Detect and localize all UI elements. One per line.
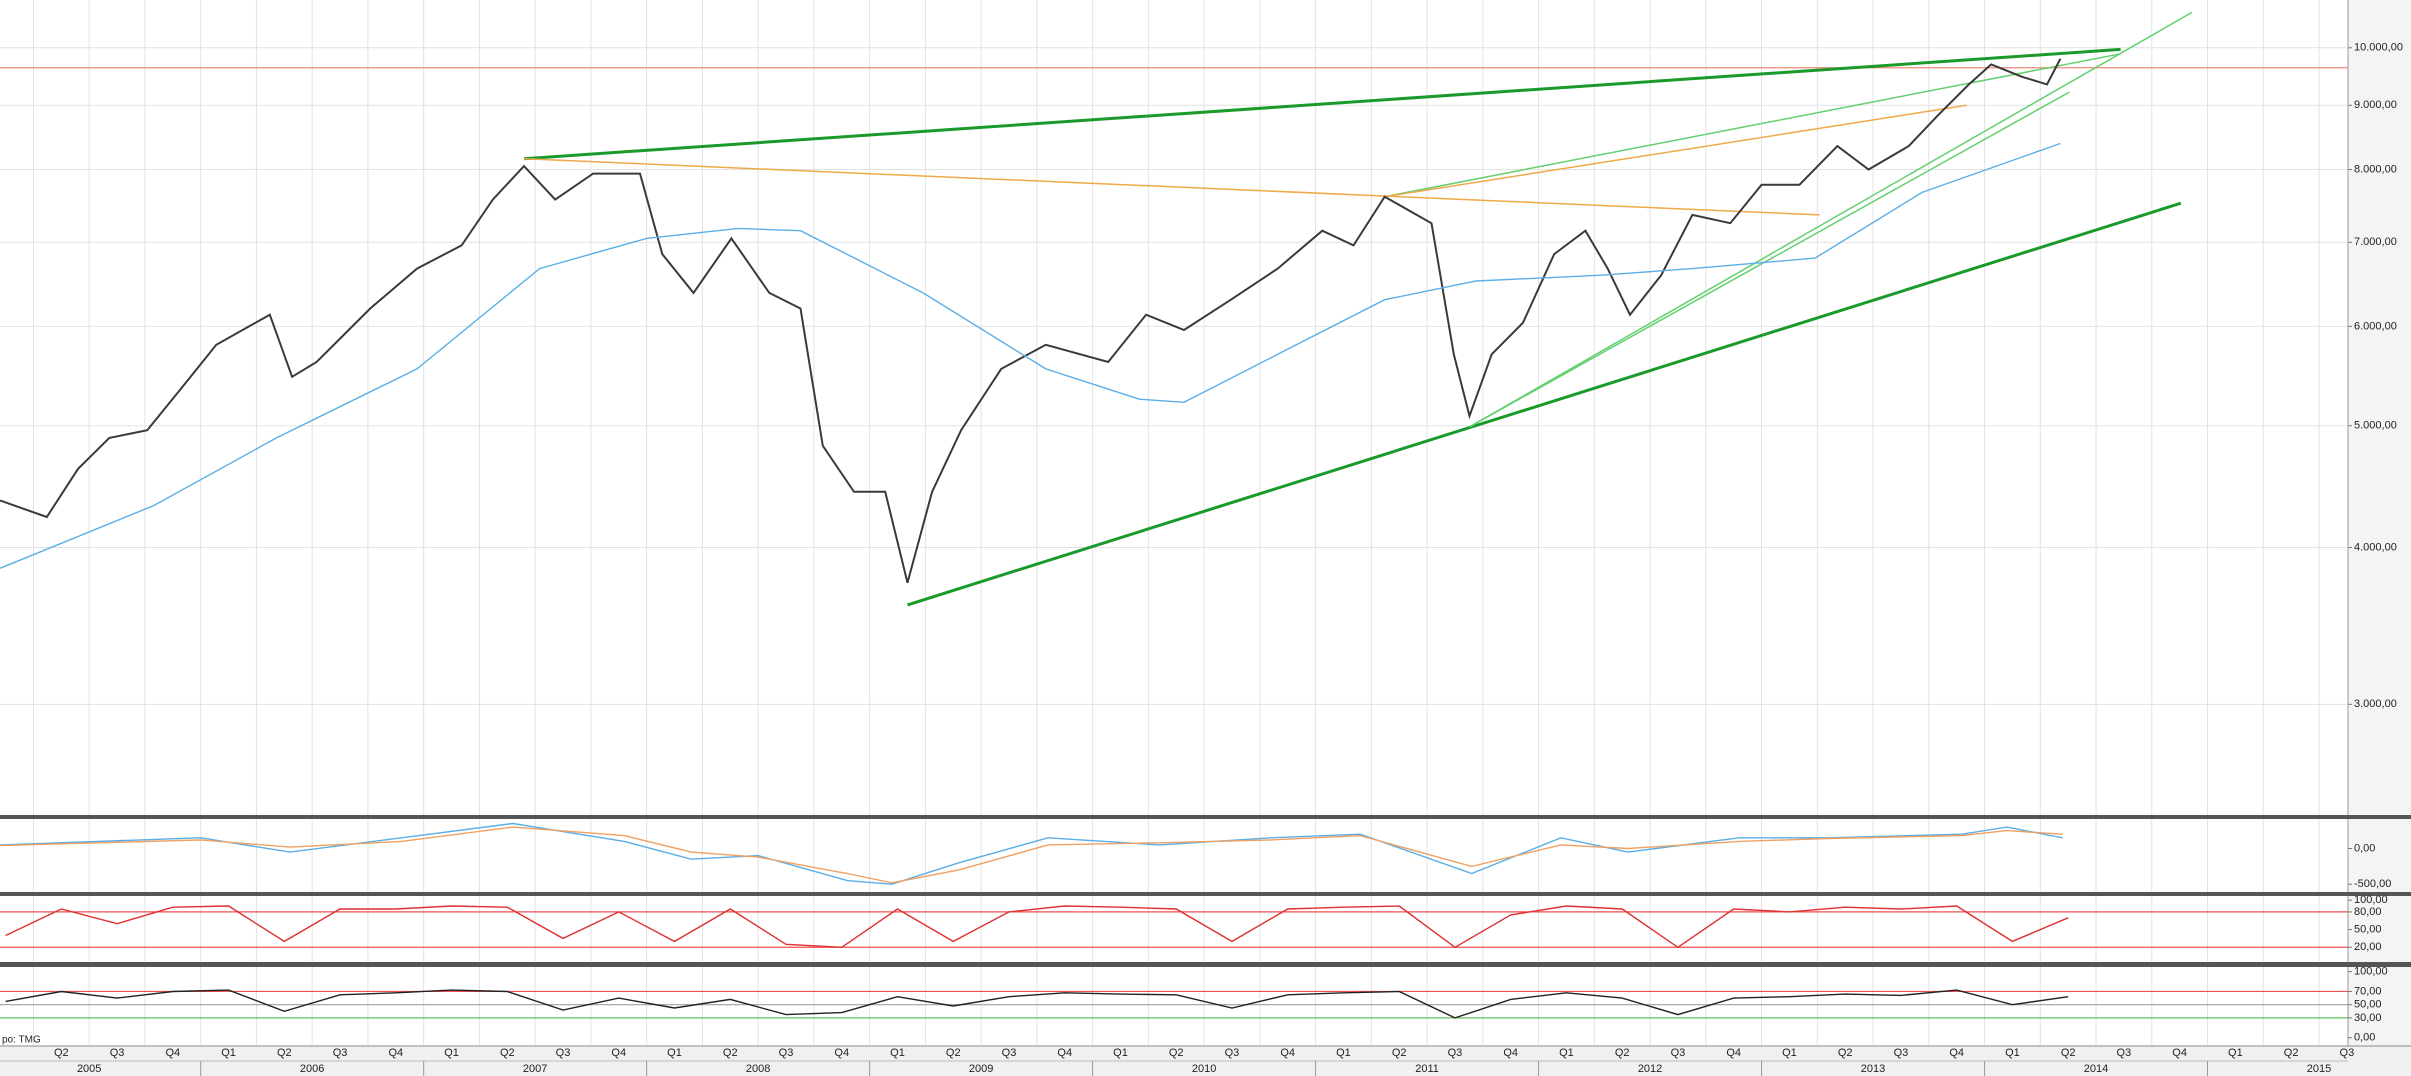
x-tick-label: Q1: [1113, 1047, 1128, 1059]
y-tick-label: 80,00: [2354, 906, 2382, 918]
x-tick-label: Q2: [1392, 1047, 1407, 1059]
y-tick-label: 0,00: [2354, 1032, 2375, 1044]
year-label: 2010: [1192, 1063, 1216, 1075]
x-tick-label: Q2: [1838, 1047, 1853, 1059]
x-tick-label: Q4: [1057, 1047, 1072, 1059]
y-tick-label: -500,00: [2354, 878, 2391, 890]
year-label: 2005: [77, 1063, 101, 1075]
x-tick-label: Q1: [2228, 1047, 2243, 1059]
x-tick-label: Q2: [723, 1047, 738, 1059]
x-tick-label: Q4: [1280, 1047, 1295, 1059]
x-tick-label: Q3: [1671, 1047, 1686, 1059]
x-tick-label: Q3: [1225, 1047, 1240, 1059]
x-tick-label: Q1: [667, 1047, 682, 1059]
x-tick-label: Q3: [2340, 1047, 2355, 1059]
year-label: 2007: [523, 1063, 547, 1075]
y-tick-label: 100,00: [2354, 894, 2388, 906]
y-tick-label: 9.000,00: [2354, 99, 2397, 111]
year-label: 2014: [2084, 1063, 2108, 1075]
year-label: 2009: [969, 1063, 993, 1075]
y-tick-label: 3.000,00: [2354, 698, 2397, 710]
x-tick-label: Q2: [277, 1047, 292, 1059]
trend-line: [1384, 104, 1967, 198]
x-tick-label: Q2: [2284, 1047, 2299, 1059]
value-axis-panel: [2348, 0, 2411, 1046]
y-tick-label: 8.000,00: [2354, 163, 2397, 175]
series-line: [0, 826, 2063, 884]
x-tick-label: Q3: [779, 1047, 794, 1059]
pane-separator: [0, 892, 2411, 896]
x-tick-label: Q1: [1336, 1047, 1351, 1059]
y-tick-label: 6.000,00: [2354, 320, 2397, 332]
year-label: 2006: [300, 1063, 324, 1075]
x-tick-label: Q4: [834, 1047, 849, 1059]
year-label: 2013: [1861, 1063, 1885, 1075]
x-tick-label: Q4: [165, 1047, 180, 1059]
trend-line: [1469, 11, 2193, 428]
x-tick-label: Q3: [1448, 1047, 1463, 1059]
trend-line: [1384, 53, 2121, 198]
y-tick-label: 50,00: [2354, 923, 2382, 935]
x-tick-label: Q3: [1002, 1047, 1017, 1059]
trend-line: [1469, 91, 2070, 428]
x-tick-label: Q4: [1949, 1047, 1964, 1059]
x-tick-label: Q3: [333, 1047, 348, 1059]
y-tick-label: 70,00: [2354, 985, 2382, 997]
y-tick-label: 5.000,00: [2354, 420, 2397, 432]
x-tick-label: Q1: [444, 1047, 459, 1059]
y-tick-label: 0,00: [2354, 842, 2375, 854]
x-tick-label: Q3: [110, 1047, 125, 1059]
pane-separator: [0, 962, 2411, 967]
trend-line: [523, 47, 2121, 161]
x-tick-label: Q3: [2117, 1047, 2132, 1059]
x-tick-label: Q4: [611, 1047, 626, 1059]
x-tick-label: Q2: [2061, 1047, 2076, 1059]
series-line: [0, 822, 2063, 885]
x-tick-label: Q2: [54, 1047, 69, 1059]
x-tick-label: Q1: [221, 1047, 236, 1059]
x-tick-label: Q2: [500, 1047, 515, 1059]
y-tick-label: 10.000,00: [2354, 42, 2403, 54]
y-tick-label: 50,00: [2354, 999, 2382, 1011]
x-tick-label: Q1: [2005, 1047, 2020, 1059]
series-line: [0, 58, 2062, 583]
trend-line: [907, 201, 2182, 607]
x-tick-label: Q4: [1503, 1047, 1518, 1059]
year-label: 2012: [1638, 1063, 1662, 1075]
y-tick-label: 7.000,00: [2354, 236, 2397, 248]
pane-separator: [0, 815, 2411, 819]
year-label: 2011: [1415, 1063, 1439, 1075]
x-tick-label: Q4: [2172, 1047, 2187, 1059]
trend-line: [523, 157, 1820, 216]
x-tick-label: Q1: [1559, 1047, 1574, 1059]
series-line: [5, 905, 2069, 949]
series-line: [5, 989, 2069, 1019]
x-tick-label: Q2: [946, 1047, 961, 1059]
y-tick-label: 4.000,00: [2354, 541, 2397, 553]
x-tick-label: Q2: [1615, 1047, 1630, 1059]
x-tick-label: Q4: [388, 1047, 403, 1059]
x-tick-label: Q1: [1782, 1047, 1797, 1059]
year-label: 2015: [2307, 1063, 2331, 1075]
source-text: po: TMG: [2, 1035, 41, 1046]
y-tick-label: 100,00: [2354, 966, 2388, 978]
x-tick-label: Q3: [556, 1047, 571, 1059]
year-label: 2008: [746, 1063, 770, 1075]
x-tick-label: Q2: [1169, 1047, 1184, 1059]
x-tick-label: Q4: [1726, 1047, 1741, 1059]
x-tick-label: Q3: [1894, 1047, 1909, 1059]
y-tick-label: 30,00: [2354, 1012, 2382, 1024]
y-tick-label: 20,00: [2354, 941, 2382, 953]
x-tick-label: Q1: [890, 1047, 905, 1059]
series-line: [0, 142, 2061, 569]
